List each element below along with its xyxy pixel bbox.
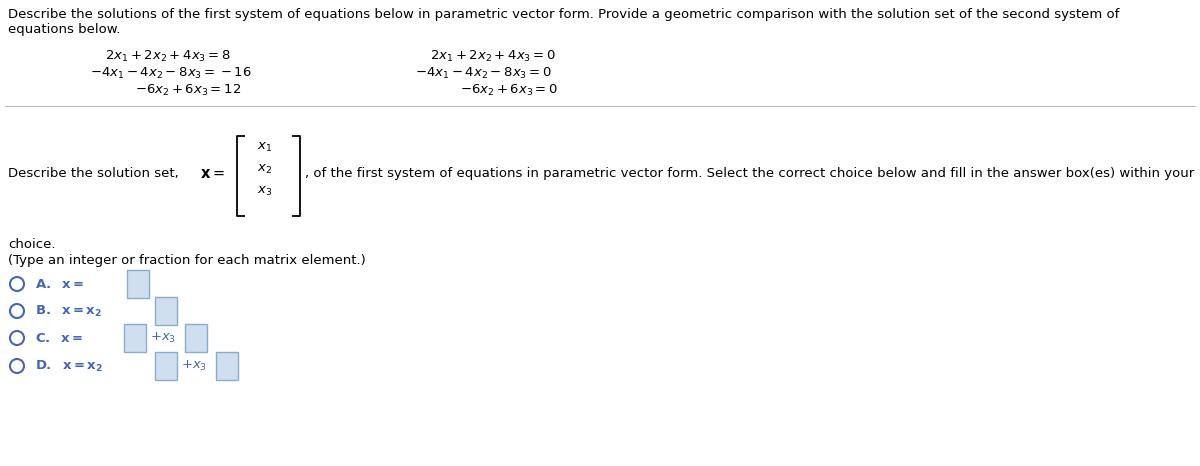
Text: (Type an integer or fraction for each matrix element.): (Type an integer or fraction for each ma… — [8, 254, 366, 267]
Text: $-4x_1-4x_2-8x_3=0$: $-4x_1-4x_2-8x_3=0$ — [415, 66, 552, 81]
FancyBboxPatch shape — [155, 352, 178, 380]
Text: $\bf{B.}$  $\bf{x} = x_2$: $\bf{B.}$ $\bf{x} = x_2$ — [35, 303, 102, 319]
Circle shape — [10, 304, 24, 318]
Circle shape — [10, 359, 24, 373]
FancyBboxPatch shape — [127, 270, 149, 298]
Text: Describe the solutions of the first system of equations below in parametric vect: Describe the solutions of the first syst… — [8, 8, 1120, 21]
Text: $+ x_3$: $+ x_3$ — [150, 331, 176, 345]
FancyBboxPatch shape — [216, 352, 238, 380]
Text: $x_2$: $x_2$ — [258, 163, 272, 176]
Text: equations below.: equations below. — [8, 23, 120, 36]
Text: $\mathbf{x} =$: $\mathbf{x} =$ — [200, 166, 224, 181]
Text: $\bf{C.}$  $\bf{x} =$: $\bf{C.}$ $\bf{x} =$ — [35, 331, 84, 344]
Text: $-6x_2+6x_3=0$: $-6x_2+6x_3=0$ — [460, 83, 558, 98]
Text: Describe the solution set,: Describe the solution set, — [8, 167, 187, 180]
Text: $-6x_2+6x_3=12$: $-6x_2+6x_3=12$ — [134, 83, 241, 98]
Text: $2x_1+2x_2+4x_3=0$: $2x_1+2x_2+4x_3=0$ — [430, 49, 556, 64]
Text: $-4x_1-4x_2-8x_3=-16$: $-4x_1-4x_2-8x_3=-16$ — [90, 66, 252, 81]
Text: $x_3$: $x_3$ — [257, 185, 272, 198]
Text: $\bf{D.}$  $\bf{x} = x_2$: $\bf{D.}$ $\bf{x} = x_2$ — [35, 358, 103, 374]
Circle shape — [10, 277, 24, 291]
Text: $\bf{A.}$  $\bf{x} =$: $\bf{A.}$ $\bf{x} =$ — [35, 277, 84, 290]
Text: choice.: choice. — [8, 238, 55, 251]
Text: $+ x_3$: $+ x_3$ — [181, 359, 208, 373]
Text: , of the first system of equations in parametric vector form. Select the correct: , of the first system of equations in pa… — [305, 167, 1194, 180]
FancyBboxPatch shape — [124, 324, 146, 352]
Text: $2x_1+2x_2+4x_3=8$: $2x_1+2x_2+4x_3=8$ — [106, 49, 230, 64]
Text: $x_1$: $x_1$ — [258, 141, 272, 154]
FancyBboxPatch shape — [155, 297, 178, 325]
FancyBboxPatch shape — [185, 324, 208, 352]
Circle shape — [10, 331, 24, 345]
